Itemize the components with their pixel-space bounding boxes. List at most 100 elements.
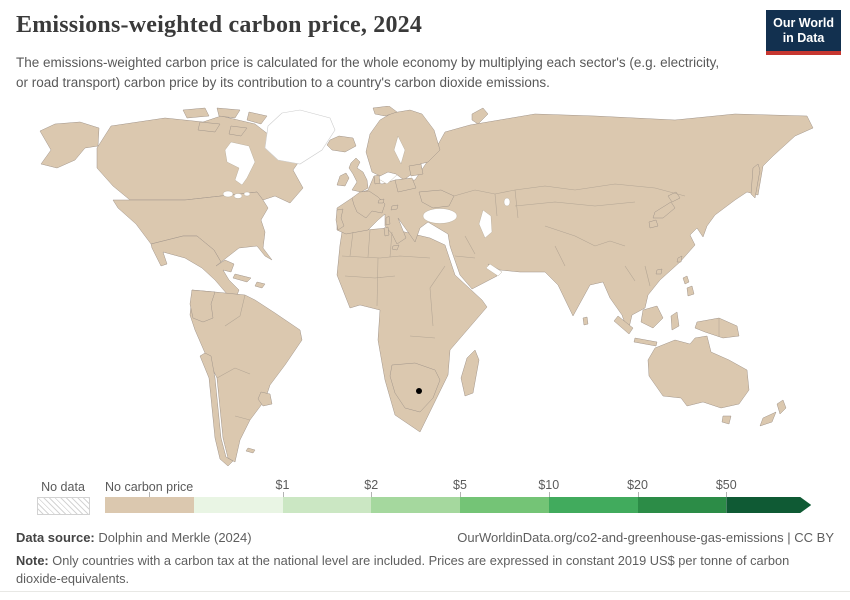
legend-no-data-swatch[interactable]	[37, 497, 90, 515]
hainan-island[interactable]	[655, 268, 663, 275]
country-poland[interactable]	[394, 177, 417, 193]
logo-line-2: in Data	[782, 31, 825, 45]
country-ireland[interactable]	[336, 172, 350, 187]
note-text: Only countries with a carbon tax at the …	[16, 553, 790, 586]
legend-tick	[149, 492, 150, 497]
map-legend: No data No carbon price $1 $2 $5 $10 $20…	[0, 478, 850, 518]
great-lakes	[243, 191, 251, 197]
country-canada-arctic-island[interactable]	[182, 107, 210, 119]
caspian-sea	[478, 209, 493, 239]
legend-tick	[637, 492, 639, 497]
sardinia-island[interactable]	[383, 226, 390, 237]
country-japan-honshu[interactable]	[652, 201, 676, 219]
country-sri-lanka[interactable]	[582, 316, 589, 326]
legend-seg-10-20[interactable]	[548, 497, 638, 513]
logo-line-1: Our World	[773, 16, 834, 30]
sakhalin-island[interactable]	[750, 163, 761, 199]
country-new-zealand-north[interactable]	[776, 399, 787, 415]
legend-tick-label: $10	[538, 478, 560, 492]
country-colombia[interactable]	[189, 289, 216, 323]
legend-seg-2-5[interactable]	[371, 497, 460, 513]
lesotho-enclave	[416, 388, 422, 394]
footer-source-row: Data source: Dolphin and Merkle (2024) O…	[16, 530, 834, 545]
world-map	[35, 105, 815, 470]
country-iceland[interactable]	[326, 135, 357, 153]
tasmania-island[interactable]	[721, 415, 732, 425]
data-source-label: Data source:	[16, 530, 95, 545]
country-madagascar[interactable]	[460, 349, 480, 397]
sicily-island[interactable]	[391, 244, 400, 251]
country-greenland[interactable]	[264, 109, 336, 165]
great-lakes	[222, 190, 234, 198]
legend-tick	[460, 492, 461, 497]
novaya-zemlya[interactable]	[471, 107, 489, 125]
country-uruguay[interactable]	[257, 391, 273, 407]
borneo-island[interactable]	[640, 305, 664, 329]
legend-seg-under-1[interactable]	[193, 497, 283, 513]
legend-seg-20-50[interactable]	[637, 497, 727, 513]
country-usa-alaska[interactable]	[39, 121, 100, 169]
page-title: Emissions-weighted carbon price, 2024	[16, 12, 423, 38]
legend-tick-label: $5	[453, 478, 467, 492]
country-slovenia[interactable]	[390, 204, 399, 211]
country-canada-arctic-island[interactable]	[216, 107, 241, 119]
legend-tick-label: $2	[364, 478, 379, 492]
country-japan-hokkaido[interactable]	[667, 191, 681, 203]
country-cuba[interactable]	[232, 273, 252, 283]
owid-url-link[interactable]: OurWorldinData.org/co2-and-greenhouse-ga…	[457, 530, 784, 545]
legend-seg-over-50[interactable]	[726, 497, 811, 513]
country-mexico-central-america[interactable]	[150, 235, 240, 301]
continent-eurasia[interactable]	[336, 113, 814, 333]
note-label: Note:	[16, 553, 49, 568]
country-canada-arctic-island[interactable]	[228, 125, 248, 137]
country-hispaniola[interactable]	[254, 281, 266, 289]
legend-seg-1-2[interactable]	[282, 497, 372, 513]
country-portugal[interactable]	[335, 208, 345, 231]
country-svalbard[interactable]	[372, 105, 398, 117]
country-corsica[interactable]	[385, 215, 391, 226]
country-canada-arctic-island[interactable]	[197, 121, 221, 133]
bottom-divider	[0, 591, 850, 592]
legend-tick-label: $1	[275, 478, 290, 492]
legend-color-bar	[105, 497, 811, 513]
country-switzerland[interactable]	[377, 198, 385, 204]
sulawesi-island[interactable]	[670, 311, 680, 331]
new-guinea-island[interactable]	[694, 317, 740, 339]
legend-tick-label: $50	[715, 478, 737, 492]
legend-tick	[548, 492, 550, 497]
country-new-zealand-south[interactable]	[759, 411, 777, 427]
java-island[interactable]	[633, 337, 658, 347]
country-philippines[interactable]	[686, 285, 695, 297]
sumatra-island[interactable]	[613, 315, 634, 335]
country-france[interactable]	[351, 190, 386, 219]
license-text: | CC BY	[787, 530, 834, 545]
persian-gulf	[485, 263, 503, 277]
legend-tick-label: $20	[627, 478, 648, 492]
country-canada-arctic-island[interactable]	[246, 111, 268, 125]
country-japan-kyushu[interactable]	[648, 219, 659, 229]
great-lakes	[233, 193, 243, 199]
country-philippines[interactable]	[682, 275, 690, 285]
country-ukraine[interactable]	[418, 189, 455, 209]
country-australia[interactable]	[647, 335, 750, 409]
hudson-bay	[224, 141, 256, 186]
legend-seg-no-carbon-price[interactable]	[105, 497, 194, 513]
footer-note: Note: Only countries with a carbon tax a…	[16, 552, 800, 588]
falkland-islands[interactable]	[245, 447, 256, 454]
data-source-text: Dolphin and Merkle (2024)	[98, 530, 252, 545]
legend-tick	[282, 492, 284, 497]
country-united-kingdom[interactable]	[348, 157, 369, 193]
continent-africa[interactable]	[336, 227, 488, 433]
owid-logo[interactable]: Our World in Data	[766, 10, 841, 55]
legend-tick	[371, 492, 373, 497]
legend-seg-5-10[interactable]	[460, 497, 549, 513]
country-south-africa[interactable]	[389, 362, 441, 413]
country-denmark[interactable]	[373, 174, 381, 185]
country-chile[interactable]	[199, 352, 234, 467]
country-norway-sweden-finland[interactable]	[365, 109, 441, 181]
country-estonia-latvia[interactable]	[408, 163, 424, 177]
legend-no-carbon-price-label: No carbon price	[105, 480, 194, 494]
country-taiwan[interactable]	[676, 255, 683, 263]
continent-south-america[interactable]	[189, 289, 303, 463]
